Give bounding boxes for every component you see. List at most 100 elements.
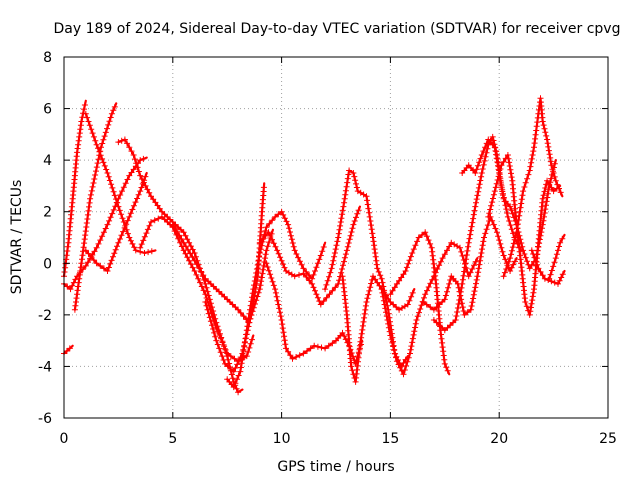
data-point — [332, 284, 339, 291]
data-point — [529, 297, 536, 304]
data-point — [476, 261, 483, 268]
data-point — [216, 288, 222, 295]
data-point — [323, 281, 330, 288]
data-point — [512, 233, 519, 239]
data-point — [498, 244, 505, 251]
data-point — [182, 232, 189, 239]
data-point — [314, 294, 321, 301]
data-point — [385, 295, 392, 302]
data-point — [508, 226, 515, 233]
data-point — [541, 210, 548, 216]
data-point — [218, 335, 224, 342]
data-point — [313, 264, 320, 271]
data-point — [126, 234, 133, 241]
data-point — [393, 358, 400, 365]
data-point — [380, 297, 387, 304]
x-tick-label: 0 — [60, 431, 69, 447]
data-point — [395, 361, 402, 368]
data-point — [256, 250, 263, 256]
data-point — [287, 352, 294, 359]
data-point — [260, 266, 267, 273]
data-point — [263, 247, 270, 254]
data-point — [524, 175, 531, 182]
data-point — [483, 140, 490, 147]
data-point — [328, 265, 335, 272]
data-point — [327, 269, 334, 276]
data-point — [72, 276, 79, 283]
data-point — [78, 260, 85, 267]
data-point — [362, 306, 369, 313]
data-point — [176, 232, 183, 239]
data-point — [329, 261, 336, 268]
data-point — [370, 238, 377, 245]
data-point — [195, 275, 202, 282]
data-point — [556, 277, 563, 284]
data-point — [541, 188, 548, 195]
data-point — [202, 291, 209, 298]
data-point — [519, 192, 526, 199]
y-tick-label: 4 — [43, 153, 52, 169]
data-point — [252, 274, 259, 280]
data-point — [164, 219, 171, 225]
data-point — [266, 220, 273, 227]
data-point — [278, 317, 285, 323]
data-point — [543, 198, 550, 205]
data-point — [110, 206, 117, 213]
data-point — [73, 295, 80, 302]
data-point — [105, 121, 112, 128]
data-point — [189, 254, 196, 261]
data-point — [544, 194, 551, 201]
data-point — [81, 102, 88, 108]
data-point — [135, 168, 142, 175]
data-point — [137, 172, 144, 179]
data-point — [559, 235, 566, 242]
data-point — [530, 251, 537, 257]
data-point — [356, 342, 363, 349]
data-point — [382, 305, 389, 312]
data-point — [473, 196, 480, 203]
data-point — [212, 333, 219, 340]
data-point — [307, 345, 314, 352]
data-point — [478, 173, 485, 180]
data-point — [470, 215, 477, 222]
data-point — [200, 287, 207, 294]
data-point — [409, 250, 416, 256]
data-point — [174, 228, 181, 235]
y-tick-label: 0 — [43, 256, 52, 272]
data-point — [217, 349, 224, 356]
data-point — [267, 233, 274, 239]
data-point — [403, 264, 410, 271]
data-point — [553, 251, 560, 258]
data-point — [103, 166, 110, 173]
data-point — [507, 222, 514, 229]
data-point — [211, 329, 218, 336]
data-point — [117, 236, 123, 242]
data-point — [134, 195, 141, 202]
data-point — [156, 205, 163, 212]
data-point — [279, 321, 286, 328]
data-point — [344, 243, 351, 250]
data-point — [369, 230, 376, 237]
data-point — [206, 314, 213, 321]
data-point — [447, 322, 454, 329]
data-point — [552, 255, 559, 262]
data-point — [326, 291, 333, 298]
data-point — [342, 251, 349, 258]
data-point — [528, 262, 535, 268]
data-point — [504, 213, 511, 220]
data-point — [526, 265, 533, 272]
data-point — [422, 229, 429, 236]
data-point — [477, 257, 484, 264]
data-point — [374, 279, 381, 286]
data-point — [534, 261, 541, 268]
data-point — [296, 271, 302, 278]
data-point — [386, 328, 393, 335]
data-point — [551, 259, 558, 266]
data-point — [232, 365, 239, 371]
data-point — [320, 298, 327, 305]
data-point — [505, 155, 512, 162]
data-point — [280, 261, 287, 268]
data-point — [99, 155, 106, 162]
data-point — [331, 253, 338, 260]
data-point — [476, 181, 483, 188]
